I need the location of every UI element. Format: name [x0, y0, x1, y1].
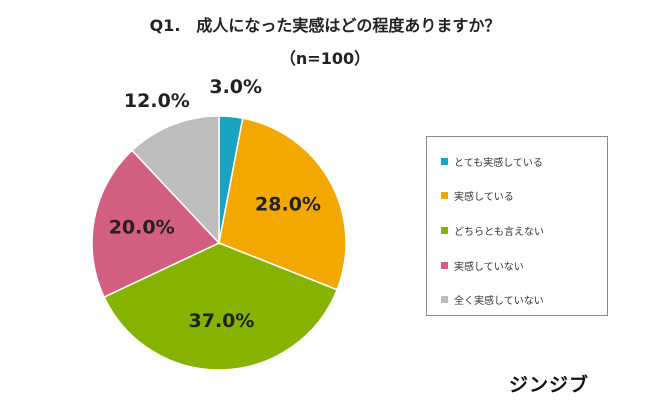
pie-slice — [103, 242, 339, 371]
slice-value-label: 37.0% — [189, 310, 255, 332]
legend-swatch — [441, 158, 448, 165]
pie-slice — [91, 149, 221, 299]
legend-swatch — [441, 192, 448, 199]
legend-item: 実感している — [441, 188, 514, 203]
slice-value-label: 28.0% — [255, 194, 321, 216]
legend-item: 全く実感していない — [441, 292, 544, 307]
chart-subtitle: （n=100） — [279, 49, 371, 68]
legend-label: どちらとも言えない — [454, 227, 544, 238]
legend-swatch — [441, 227, 448, 234]
legend-label: とても実感している — [454, 158, 543, 169]
legend-item: どちらとも言えない — [441, 223, 544, 238]
legend-item: 実感していない — [441, 258, 524, 273]
chart-title: Q1. 成人になった実感はどの程度ありますか？ — [149, 16, 501, 35]
legend-swatch — [441, 296, 448, 303]
pie-slice — [218, 117, 347, 291]
brand-logo: ジンジブ — [509, 374, 590, 396]
slice-value-label: 12.0% — [124, 90, 190, 112]
legend-swatch — [441, 262, 448, 269]
legend-item: とても実感している — [441, 154, 543, 169]
legend-label: 実感していない — [454, 262, 524, 273]
legend-label: 実感している — [454, 192, 514, 203]
slice-value-label: 20.0% — [109, 217, 175, 239]
slice-value-label: 3.0% — [209, 76, 262, 98]
legend: とても実感している 実感しているどちらとも言えない 実感していない全く実感していない — [426, 136, 608, 316]
legend-label: 全く実感していない — [454, 296, 544, 307]
pie-slice — [131, 115, 220, 245]
